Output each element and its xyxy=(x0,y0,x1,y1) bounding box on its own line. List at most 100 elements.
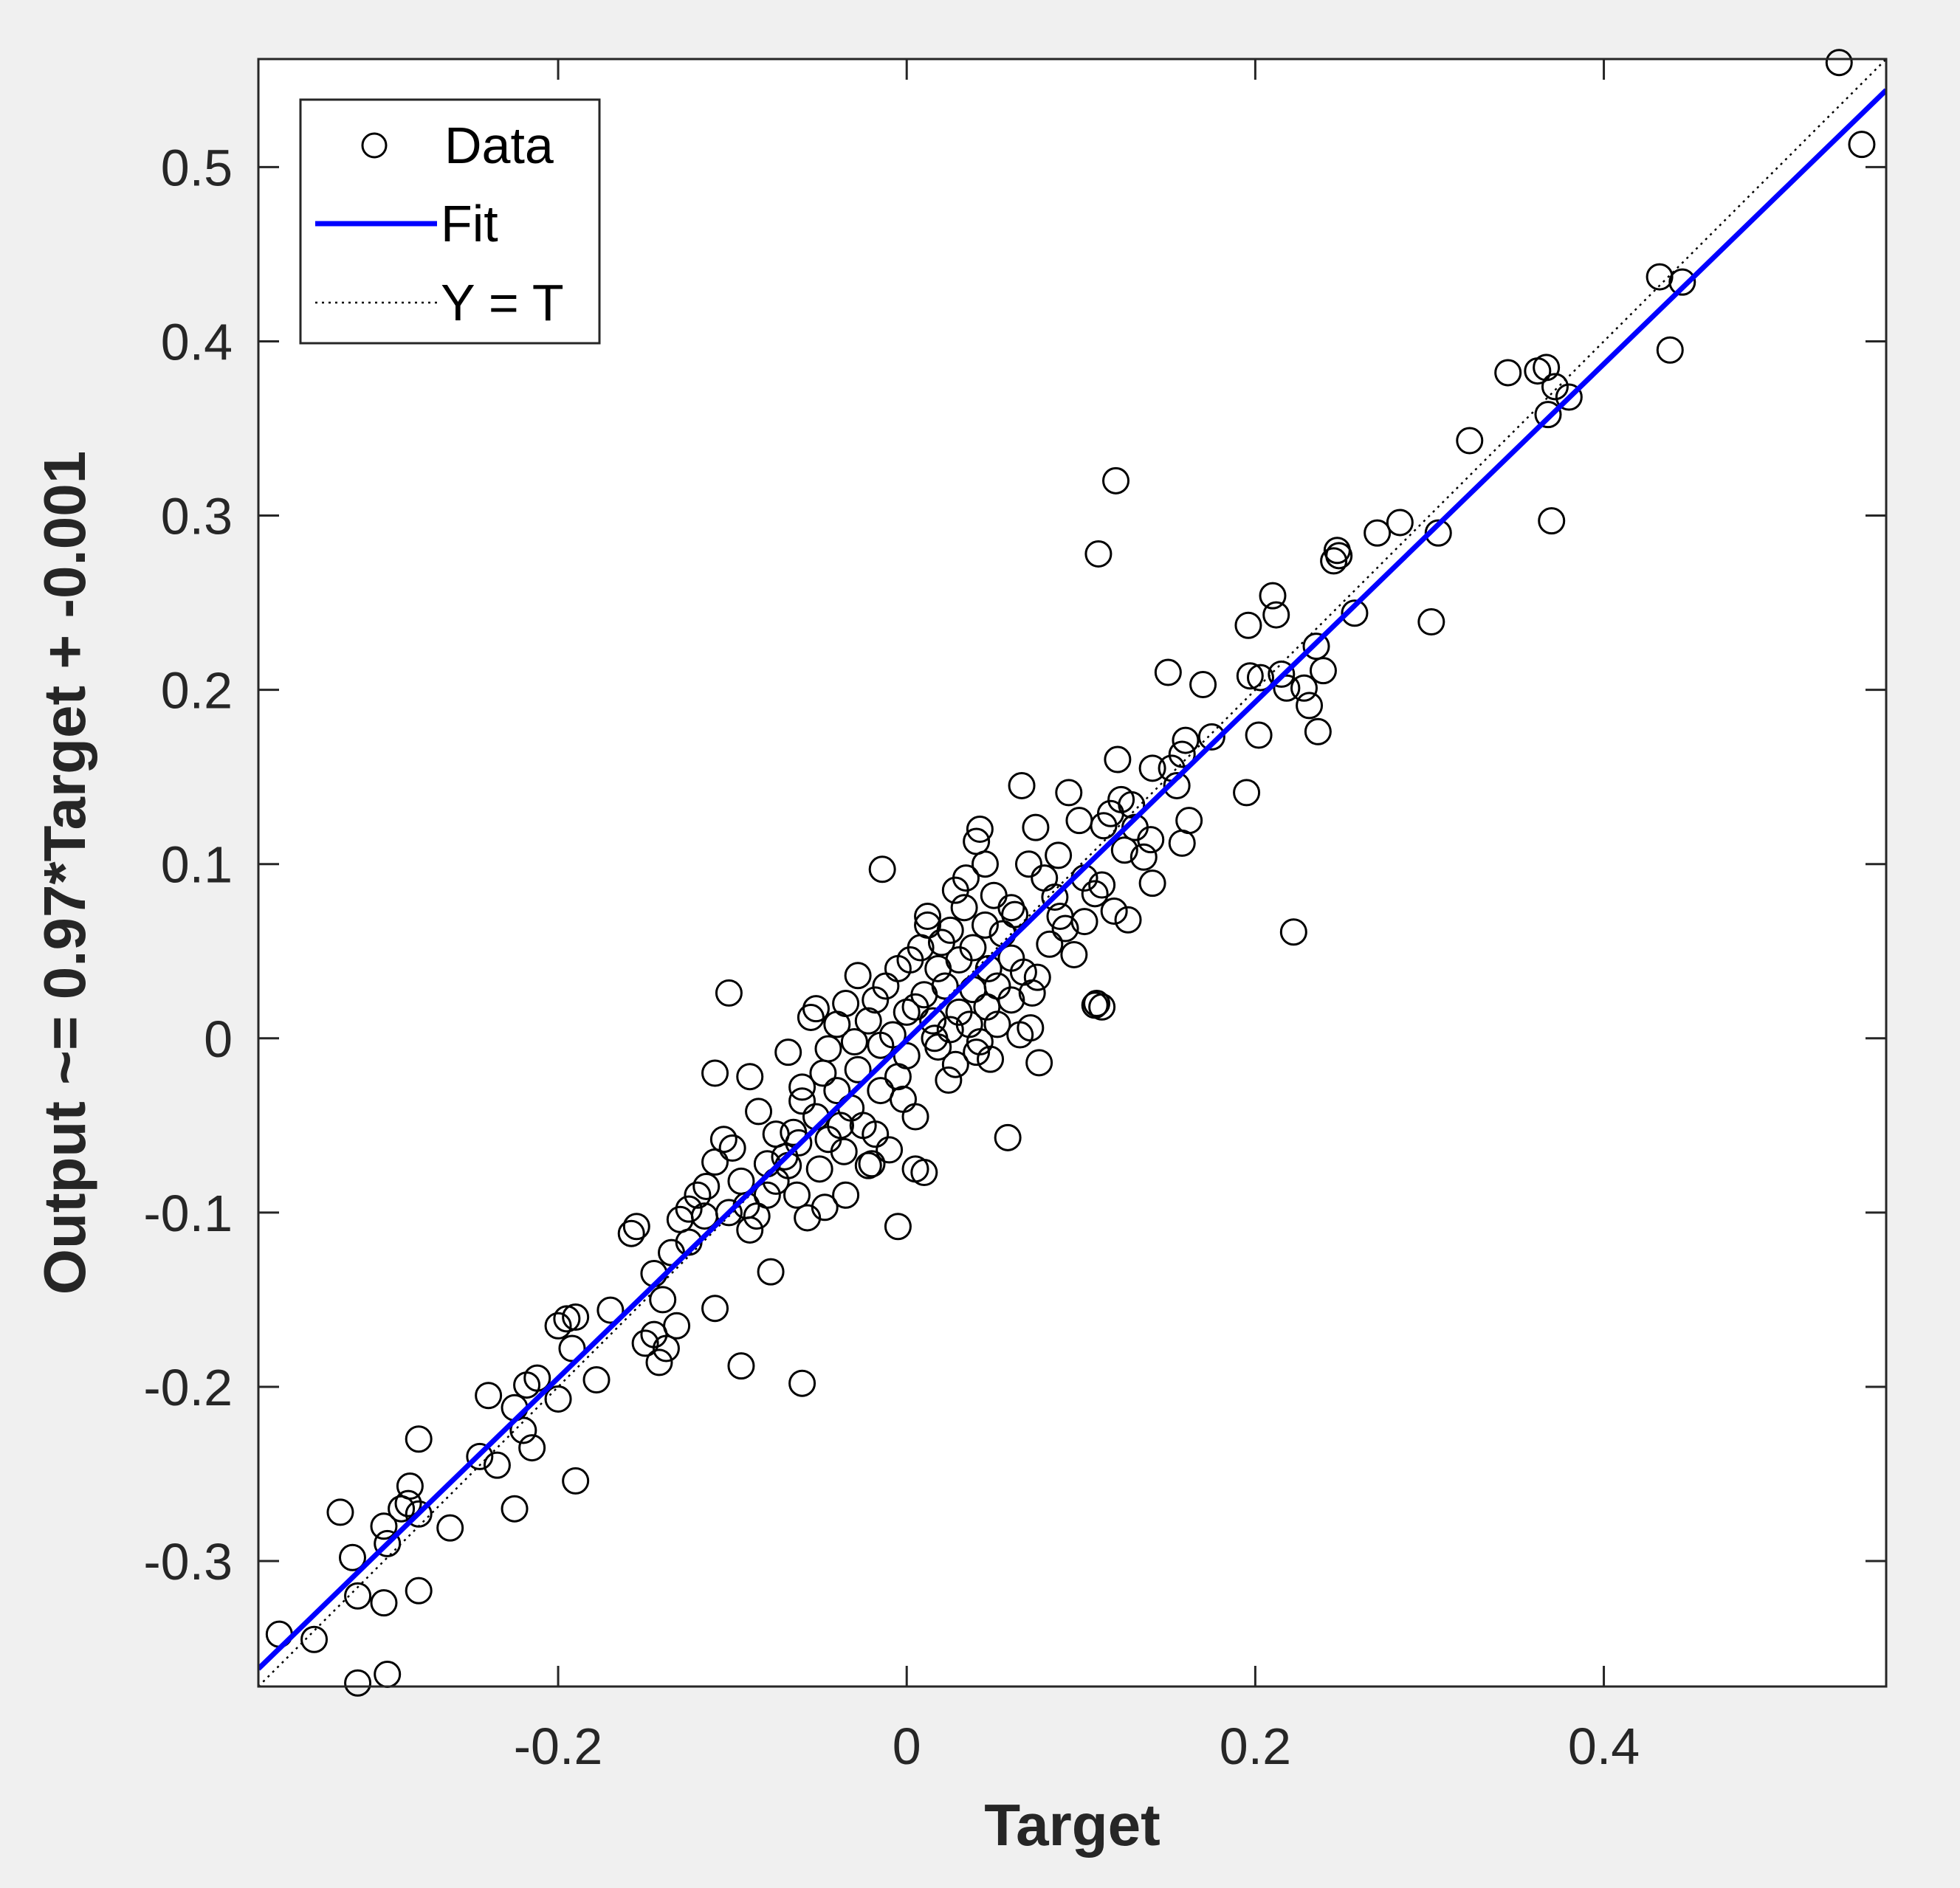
data-point xyxy=(921,1024,949,1052)
data-point xyxy=(518,1434,546,1462)
data-point xyxy=(544,1312,572,1340)
data-point xyxy=(1825,49,1853,77)
data-point xyxy=(919,1007,947,1035)
data-point xyxy=(945,946,973,974)
data-point xyxy=(1163,771,1191,799)
data-point xyxy=(1533,354,1561,382)
data-point xyxy=(862,986,890,1014)
data-point xyxy=(884,1213,912,1241)
data-point xyxy=(645,1348,673,1377)
data-point xyxy=(802,995,830,1023)
data-point xyxy=(893,998,921,1026)
data-point xyxy=(1646,263,1674,291)
data-point xyxy=(1246,664,1274,692)
data-point xyxy=(997,986,1025,1014)
data-point xyxy=(466,1442,494,1470)
data-point xyxy=(1534,401,1562,429)
x-axis-title: Target xyxy=(984,1792,1160,1858)
data-point xyxy=(1341,599,1369,627)
data-point xyxy=(582,1365,611,1393)
data-point xyxy=(1668,268,1696,296)
data-point xyxy=(690,1202,718,1230)
data-point xyxy=(1424,519,1452,547)
legend-label-data: Data xyxy=(444,117,554,174)
data-point xyxy=(513,1371,541,1399)
data-point xyxy=(910,1159,938,1187)
data-point xyxy=(1051,914,1079,943)
data-point xyxy=(785,1129,813,1157)
data-point xyxy=(901,993,929,1021)
data-point xyxy=(1100,897,1128,925)
data-point xyxy=(797,1003,825,1031)
data-point xyxy=(971,911,999,939)
data-point xyxy=(971,850,999,878)
data-point xyxy=(374,1529,402,1557)
data-point xyxy=(509,1416,537,1444)
data-point xyxy=(701,1148,729,1176)
data-point xyxy=(394,1489,422,1517)
data-point xyxy=(1417,608,1445,636)
data-point xyxy=(1268,660,1296,688)
data-point xyxy=(405,1577,433,1605)
data-point xyxy=(649,1286,677,1314)
data-point xyxy=(405,1425,433,1453)
data-point xyxy=(1006,1021,1034,1049)
data-point xyxy=(1848,131,1876,159)
fit-line-layer xyxy=(258,88,1886,1671)
y-tick-label: -0.3 xyxy=(143,1533,233,1591)
legend-label-ideal: Y = T xyxy=(441,274,564,331)
y-tick-label: 0.1 xyxy=(161,836,233,894)
data-point xyxy=(1088,871,1116,899)
data-point xyxy=(783,1181,811,1209)
data-point xyxy=(715,979,743,1007)
data-point xyxy=(941,1050,969,1078)
data-point xyxy=(914,903,942,931)
data-point xyxy=(788,1073,816,1101)
data-point xyxy=(388,1495,416,1523)
data-point xyxy=(950,894,978,922)
data-point xyxy=(1138,754,1166,782)
data-point xyxy=(868,855,896,883)
data-point xyxy=(774,1038,802,1067)
data-point xyxy=(1296,692,1324,720)
data-point xyxy=(1236,662,1264,690)
data-point xyxy=(1114,906,1142,934)
y-tick-label: 0.4 xyxy=(161,313,233,371)
data-point xyxy=(1084,540,1113,568)
data-point xyxy=(1008,771,1036,799)
data-point xyxy=(326,1498,354,1526)
data-point xyxy=(300,1625,329,1653)
data-point xyxy=(823,1010,851,1038)
data-point xyxy=(501,1495,529,1523)
y-axis-title: Output ~= 0.97*Target + -0.001 xyxy=(32,451,97,1295)
data-point xyxy=(1290,674,1318,702)
data-point xyxy=(640,1320,668,1348)
data-point xyxy=(1279,918,1307,946)
data-point xyxy=(858,1150,886,1178)
data-point xyxy=(1555,383,1583,411)
data-point xyxy=(727,1352,755,1380)
data-point xyxy=(966,1027,994,1055)
legend-marker-data xyxy=(361,132,388,159)
data-point xyxy=(475,1382,503,1410)
data-point xyxy=(1168,740,1196,768)
data-point xyxy=(684,1181,712,1209)
data-point xyxy=(994,1123,1022,1151)
x-tick-label: -0.2 xyxy=(514,1718,603,1775)
data-point xyxy=(1046,903,1074,931)
data-point xyxy=(370,1589,398,1617)
data-point xyxy=(736,1063,764,1091)
data-point xyxy=(701,1295,729,1323)
data-point xyxy=(1096,799,1124,827)
data-point xyxy=(1245,721,1273,749)
legend-label-fit: Fit xyxy=(441,195,498,252)
y-tick-label: 0.3 xyxy=(161,488,233,545)
data-point xyxy=(1065,807,1093,835)
data-point xyxy=(1129,843,1158,871)
data-point xyxy=(936,1016,964,1044)
data-point xyxy=(344,1582,372,1610)
data-point xyxy=(1456,427,1484,455)
data-point xyxy=(1364,519,1392,547)
data-point xyxy=(692,1172,721,1200)
x-tick-label: 0.2 xyxy=(1220,1718,1291,1775)
